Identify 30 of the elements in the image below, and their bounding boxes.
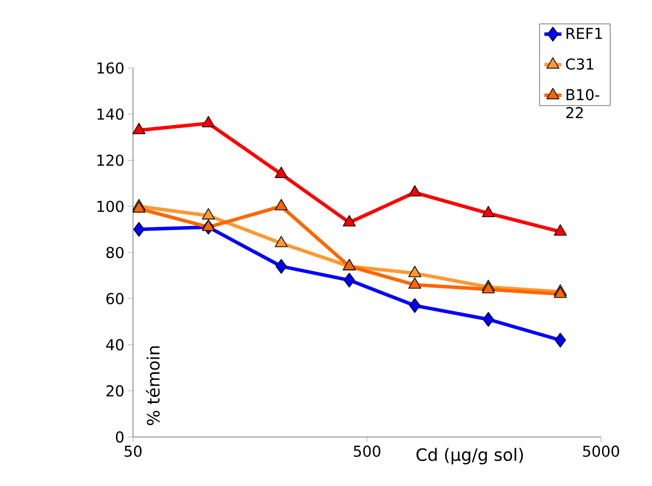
x-tick-label: 5000 xyxy=(583,446,620,457)
point xyxy=(202,208,215,220)
y-tick-label: 140 xyxy=(97,108,124,120)
legend-label: B10-22 xyxy=(566,88,600,118)
x-axis-title: Cd (µg/g sol) xyxy=(416,448,523,464)
point xyxy=(482,206,495,218)
point xyxy=(344,272,355,288)
y-tick-label: 120 xyxy=(97,154,124,166)
point xyxy=(482,312,494,327)
y-tick-label: 60 xyxy=(106,292,124,304)
y-tick-label: 160 xyxy=(97,62,124,74)
point xyxy=(554,286,567,298)
point xyxy=(554,224,567,236)
y-axis-title: % témoin xyxy=(146,346,160,426)
y-tick-label: 20 xyxy=(106,385,124,397)
y-tick-label: 80 xyxy=(106,246,124,258)
legend-label: C31 xyxy=(566,58,594,70)
point xyxy=(554,332,566,348)
point xyxy=(132,122,146,134)
legend-label: REF1 xyxy=(566,28,602,39)
y-tick-label: 40 xyxy=(106,339,124,350)
point xyxy=(342,215,356,226)
y-tick-label: 100 xyxy=(97,200,124,212)
point xyxy=(132,201,146,213)
point xyxy=(482,282,495,294)
point xyxy=(202,116,215,128)
point xyxy=(202,220,215,232)
y-tick-label: 0 xyxy=(116,431,124,443)
x-tick-label: 50 xyxy=(124,446,142,457)
x-tick-label: 500 xyxy=(354,446,380,457)
